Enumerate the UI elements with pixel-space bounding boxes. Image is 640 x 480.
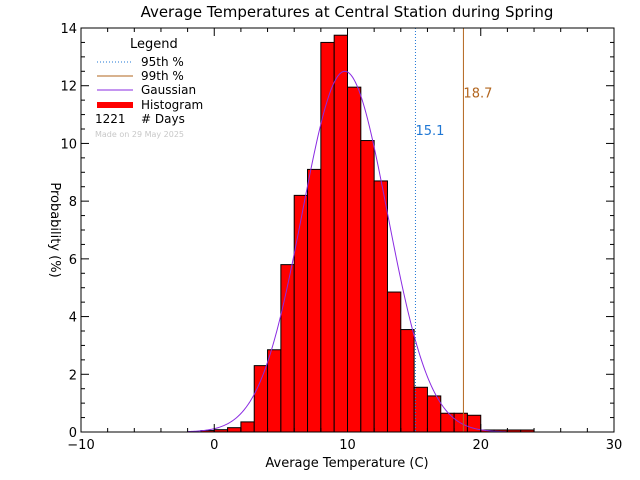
legend-label-95: 95th % xyxy=(141,55,184,69)
legend-title: Legend xyxy=(130,37,178,52)
y-tick-label: 14 xyxy=(60,22,77,37)
histogram-bar-4 xyxy=(253,365,269,433)
histogram-bar-5 xyxy=(267,349,282,433)
percentile-95-label: 15.1 xyxy=(415,124,444,139)
percentile-99-label: 18.7 xyxy=(463,86,492,101)
histogram-bars xyxy=(200,34,535,433)
histogram-bar-11 xyxy=(347,86,362,433)
legend-label-histogram: Histogram xyxy=(141,98,203,112)
histogram-bar-18 xyxy=(440,412,455,433)
x-tick-label: 20 xyxy=(472,438,489,453)
histogram-bar-2 xyxy=(227,427,242,433)
x-tick-label: 10 xyxy=(339,438,356,453)
y-axis-label: Probability (%) xyxy=(47,182,62,277)
gaussian-curve xyxy=(187,70,507,433)
histogram-bar-3 xyxy=(240,421,255,433)
y-tick-label: 2 xyxy=(69,368,77,383)
legend-label-99: 99th % xyxy=(141,69,184,83)
chart-title: Average Temperatures at Central Station … xyxy=(141,3,554,21)
y-tick-label: 4 xyxy=(69,311,77,326)
x-tick-label: −10 xyxy=(67,438,94,453)
histogram-bar-17 xyxy=(426,395,442,433)
histogram-bar-6 xyxy=(280,264,295,433)
legend: Legend 95th % 99th % Gaussian Histogram … xyxy=(95,37,203,139)
y-tick-label: 0 xyxy=(69,426,77,441)
y-tick-label: 12 xyxy=(60,80,77,95)
legend-count-label: # Days xyxy=(141,112,185,126)
histogram-bar-12 xyxy=(360,140,375,433)
legend-count-value: 1221 xyxy=(95,112,126,126)
y-tick-label: 8 xyxy=(69,195,77,210)
histogram-bar-14 xyxy=(386,291,402,433)
histogram-bar-15 xyxy=(400,329,415,433)
x-tick-label: 30 xyxy=(606,438,623,453)
y-tick-label: 10 xyxy=(60,137,77,152)
x-axis-label: Average Temperature (C) xyxy=(265,456,428,471)
made-on-note: Made on 29 May 2025 xyxy=(95,130,184,139)
y-tick-label: 6 xyxy=(69,253,77,268)
legend-label-gaussian: Gaussian xyxy=(141,83,196,97)
histogram-bar-10 xyxy=(333,34,348,433)
histogram-bar-13 xyxy=(373,180,388,433)
histogram-bar-16 xyxy=(413,386,428,433)
histogram-bar-7 xyxy=(293,194,309,433)
y-axis-label-group: Probability (%) xyxy=(47,182,62,277)
x-tick-label: 0 xyxy=(210,438,218,453)
histogram-bar-8 xyxy=(307,168,322,433)
